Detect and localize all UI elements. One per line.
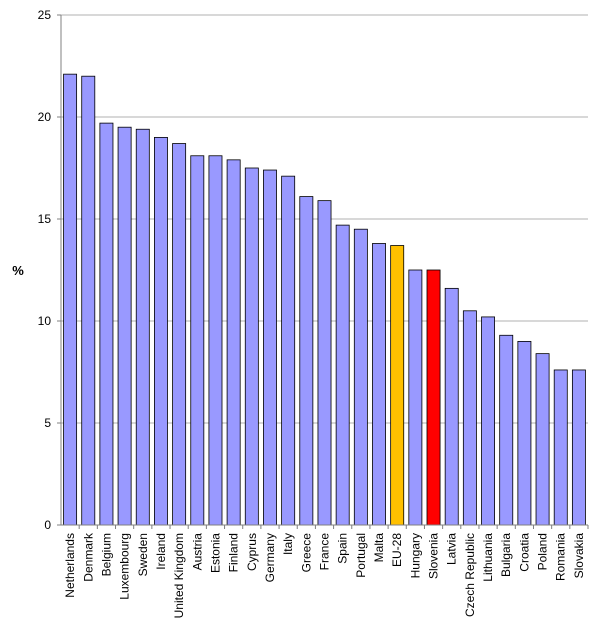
bar-ireland xyxy=(154,136,168,526)
bar-italy xyxy=(281,175,296,526)
bars xyxy=(63,73,586,526)
bar-bulgaria xyxy=(499,334,514,526)
category-label: Lithuania xyxy=(481,533,495,582)
category-label: Cyprus xyxy=(245,533,259,571)
bar-denmark xyxy=(81,75,96,526)
category-label: United Kingdom xyxy=(172,533,186,618)
category-label: Italy xyxy=(281,533,295,555)
bar-poland xyxy=(535,353,550,526)
bar-netherlands xyxy=(63,73,78,526)
category-label: Spain xyxy=(336,533,350,564)
category-label: Hungary xyxy=(408,533,422,578)
bar-belgium xyxy=(99,122,114,526)
category-label: Sweden xyxy=(136,533,150,576)
bar-united-kingdom xyxy=(172,143,187,526)
bar-malta xyxy=(372,243,386,526)
y-tick-label: 5 xyxy=(44,416,51,430)
bar-hungary xyxy=(408,269,423,526)
bar-croatia xyxy=(517,340,532,526)
y-tick-labels: 0 5 10 15 20 25 xyxy=(38,8,52,532)
category-label: Bulgaria xyxy=(499,533,513,577)
category-labels: Netherlands Denmark Belgium Luxembourg Swede… xyxy=(63,532,586,618)
bar-estonia xyxy=(208,155,223,526)
category-label: Finland xyxy=(227,533,241,572)
bar-france xyxy=(317,200,332,526)
category-label: Malta xyxy=(372,533,386,563)
bar-romania xyxy=(553,369,568,526)
bar-luxembourg xyxy=(117,126,132,526)
y-tick-label: 25 xyxy=(38,8,52,22)
category-label: Romania xyxy=(554,533,568,581)
category-label: Slovenia xyxy=(427,533,441,579)
category-label: Austria xyxy=(190,533,204,571)
bar-slovakia xyxy=(571,369,586,526)
bar-greece xyxy=(299,196,314,526)
category-label: Denmark xyxy=(81,532,95,582)
category-label: EU-28 xyxy=(390,533,404,567)
bar-finland xyxy=(226,159,241,526)
bar-latvia xyxy=(444,287,459,526)
bar-portugal xyxy=(353,228,368,526)
category-label: Slovakia xyxy=(572,533,586,579)
bar-eu-28 xyxy=(390,245,405,526)
category-label: Portugal xyxy=(354,533,368,578)
category-label: France xyxy=(318,533,332,571)
category-label: Poland xyxy=(536,533,550,570)
y-tick-label: 0 xyxy=(44,518,51,532)
bar-cyprus xyxy=(244,167,259,526)
category-label: Croatia xyxy=(517,533,531,572)
category-label: Ireland xyxy=(154,533,168,570)
category-label: Czech Republic xyxy=(463,533,477,617)
y-axis-title: % xyxy=(12,263,24,278)
bar-czech-republic xyxy=(462,310,477,526)
category-label: Latvia xyxy=(445,533,459,565)
y-tick-label: 15 xyxy=(38,212,52,226)
category-label: Estonia xyxy=(208,533,222,573)
bar-spain xyxy=(335,224,350,526)
category-label: Belgium xyxy=(99,533,113,576)
bar-germany xyxy=(263,169,277,526)
y-tick-label: 10 xyxy=(38,314,52,328)
bar-sweden xyxy=(135,128,150,526)
category-label: Netherlands xyxy=(63,533,77,598)
y-tick-label: 20 xyxy=(38,110,52,124)
category-label: Greece xyxy=(299,533,313,573)
bar-austria xyxy=(190,155,205,526)
bar-lithuania xyxy=(481,316,495,526)
category-label: Germany xyxy=(263,533,277,582)
category-label: Luxembourg xyxy=(118,533,132,600)
bar-slovenia xyxy=(426,269,441,526)
axes xyxy=(57,14,589,529)
